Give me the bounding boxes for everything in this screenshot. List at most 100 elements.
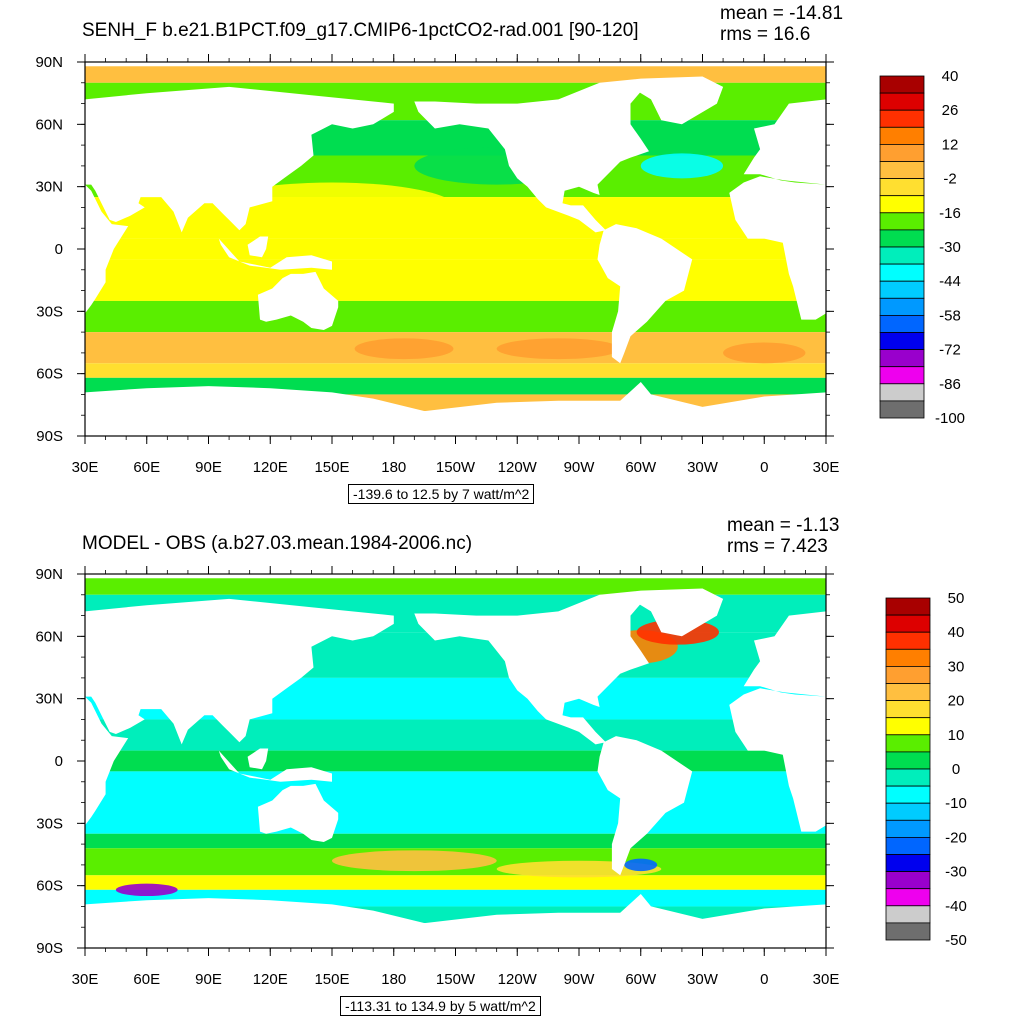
- field-band: [85, 363, 826, 378]
- x-tick-label: 30E: [72, 971, 99, 988]
- colorbar-swatch: [885, 751, 931, 770]
- colorbar-label: -40: [945, 898, 967, 915]
- colorbar: 40 26 12 -2 -16 -30 -44 -58 -72 -86 -100: [879, 68, 965, 427]
- colorbar-label: -86: [939, 376, 961, 393]
- field-band: [85, 332, 826, 364]
- colorbar-label: 40: [942, 68, 959, 85]
- colorbar-label: -30: [945, 864, 967, 881]
- y-tick-label: 30S: [36, 303, 63, 320]
- field-feature: [332, 850, 497, 872]
- x-tick-label: 30W: [687, 459, 719, 476]
- land-mask: [85, 588, 826, 948]
- field-band: [85, 875, 826, 890]
- field-band: [85, 719, 826, 751]
- y-tick-label: 90N: [35, 54, 63, 71]
- y-tick-label: 60N: [35, 116, 63, 133]
- colorbar-swatch: [885, 614, 931, 633]
- x-tick-label: 30W: [687, 971, 719, 988]
- colorbar-swatch: [879, 229, 925, 248]
- x-tick-label: 180: [381, 971, 406, 988]
- y-tick-label: 60S: [36, 878, 63, 895]
- map-frame: [84, 61, 827, 437]
- map-plot: 30E 60E 90E 120E 150E 180 150W 120W 90W 60W 30W 0 30…: [35, 566, 840, 988]
- no-data-south: [85, 411, 826, 436]
- colorbar-swatch: [879, 195, 925, 214]
- field-band: [85, 259, 826, 301]
- colorbar-swatch: [885, 802, 931, 821]
- rms-stat: rms = 7.423: [727, 536, 828, 557]
- colorbar-label: -16: [939, 205, 961, 222]
- no-data-south: [85, 923, 826, 948]
- colorbar-swatch: [885, 871, 931, 890]
- colorbar-label: -30: [939, 239, 961, 256]
- y-tick-label: 0: [55, 241, 63, 258]
- field-band: [85, 750, 826, 772]
- y-tick-label: 30S: [36, 815, 63, 832]
- panel-senh-f: SENH_F b.e21.B1PCT.f09_g17.CMIP6-1pctCO2…: [35, 3, 965, 504]
- mean-stat: mean = -14.81: [720, 3, 844, 24]
- colorbar-swatch: [885, 717, 931, 736]
- field-band: [85, 833, 826, 849]
- colorbar-swatch: [879, 383, 925, 402]
- colorbar-label: 26: [942, 102, 959, 119]
- colorbar-swatch: [879, 332, 925, 351]
- x-tick-label: 120E: [253, 971, 288, 988]
- colorbar-label: 20: [948, 693, 965, 710]
- x-tick-label: 150W: [436, 459, 476, 476]
- x-tick-label: 150W: [436, 971, 476, 988]
- y-tick-label: 30N: [35, 691, 63, 708]
- colorbar-swatch: [879, 366, 925, 385]
- field-feature: [496, 338, 621, 360]
- x-tick-label: 30E: [72, 459, 99, 476]
- colorbar-label: -44: [939, 273, 961, 290]
- colorbar-label: 10: [948, 727, 965, 744]
- colorbar-swatch: [879, 280, 925, 299]
- colorbar-swatch: [885, 597, 931, 616]
- panel-title: SENH_F b.e21.B1PCT.f09_g17.CMIP6-1pctCO2…: [82, 20, 639, 41]
- x-tick-label: 180: [381, 459, 406, 476]
- contour-info: -113.31 to 134.9 by 5 watt/m^2: [340, 996, 541, 1016]
- contour-info: -139.6 to 12.5 by 7 watt/m^2: [348, 484, 535, 504]
- colorbar-label: -20: [945, 829, 967, 846]
- y-tick-label: 90N: [35, 566, 63, 583]
- x-tick-label: 150E: [314, 459, 349, 476]
- colorbar-swatch: [885, 683, 931, 702]
- x-tick-label: 150E: [314, 971, 349, 988]
- colorbar-swatch: [879, 212, 925, 231]
- y-tick-label: 0: [55, 753, 63, 770]
- x-tick-label: 60E: [133, 971, 160, 988]
- x-tick-label: 90W: [564, 459, 596, 476]
- y-tick-label: 30N: [35, 179, 63, 196]
- no-data-north: [85, 62, 826, 67]
- colorbar-label: -50: [945, 932, 967, 949]
- field-feature: [723, 342, 806, 364]
- x-tick-label: 120E: [253, 459, 288, 476]
- colorbar-swatch: [879, 246, 925, 265]
- colorbar-swatch: [879, 109, 925, 128]
- colorbar: 50 40 30 20 10 0 -10 -20 -30 -40 -50: [885, 590, 967, 949]
- field-feature: [624, 858, 658, 872]
- colorbar-swatch: [879, 144, 925, 162]
- colorbar-swatch: [885, 819, 931, 838]
- x-tick-label: 120W: [498, 971, 538, 988]
- x-tick-label: 0: [760, 971, 768, 988]
- colorbar-swatch: [885, 836, 931, 855]
- colorbar-label: -58: [939, 307, 961, 324]
- colorbar-swatch: [885, 785, 931, 804]
- colorbar-swatch: [879, 178, 925, 197]
- colorbar-swatch: [885, 666, 931, 684]
- field-band: [85, 771, 826, 834]
- colorbar-swatch: [885, 700, 931, 719]
- colorbar-swatch: [885, 854, 931, 873]
- x-tick-label: 30E: [813, 971, 840, 988]
- y-tick-label: 60N: [35, 628, 63, 645]
- panel-model-minus-obs: MODEL - OBS (a.b27.03.mean.1984-2006.nc)…: [0, 512, 1024, 1024]
- colorbar-label: 40: [948, 624, 965, 641]
- mean-stat: mean = -1.13: [727, 515, 840, 536]
- colorbar-swatch: [879, 263, 925, 282]
- x-tick-label: 60W: [625, 971, 657, 988]
- field-band: [85, 66, 826, 83]
- colorbar-swatch: [879, 297, 925, 316]
- y-tick-label: 90S: [36, 428, 63, 445]
- x-tick-label: 120W: [498, 459, 538, 476]
